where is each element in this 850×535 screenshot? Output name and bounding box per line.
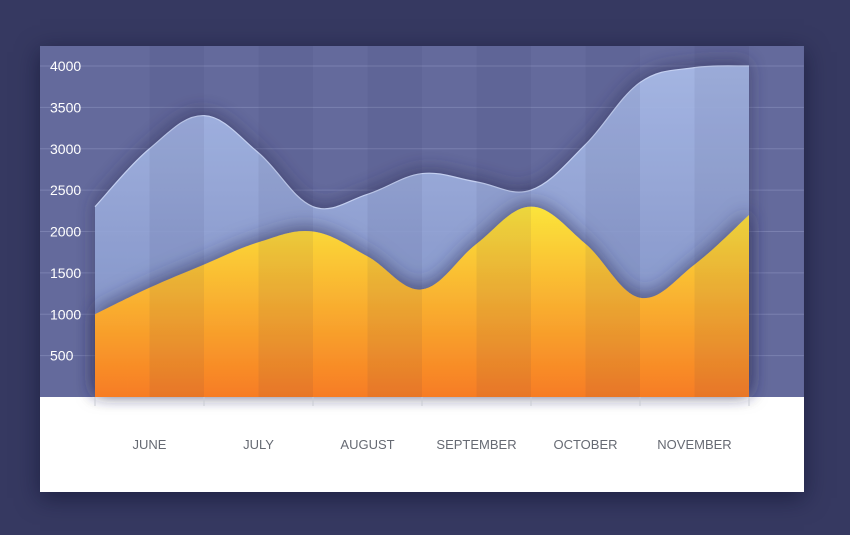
- column-band: [367, 46, 422, 397]
- column-band: [803, 46, 804, 397]
- x-tick-label: AUGUST: [340, 437, 394, 452]
- column-band: [476, 46, 531, 397]
- x-tick-label: OCTOBER: [553, 437, 617, 452]
- column-band: [694, 46, 749, 397]
- y-axis-ticks: 500 1000 1500 2000 2500 3000 3500 4000: [50, 58, 81, 364]
- series-layer: [94, 65, 750, 397]
- x-tick-label: SEPTEMBER: [436, 437, 516, 452]
- x-tick-label: JUNE: [133, 437, 167, 452]
- series-area: [95, 206, 749, 397]
- column-band: [149, 46, 204, 397]
- y-tick-label: 2000: [50, 224, 81, 240]
- series-line: [94, 65, 750, 210]
- y-tick-label: 2500: [50, 182, 81, 198]
- y-tick-label: 3500: [50, 99, 81, 115]
- x-tick-label: JULY: [243, 437, 274, 452]
- x-axis-panel: [40, 397, 804, 492]
- x-axis-ticks: JUNE JULY AUGUST SEPTEMBER OCTOBER NOVEMBER: [94, 397, 750, 452]
- y-tick-label: 3000: [50, 141, 81, 157]
- y-tick-label: 4000: [50, 58, 81, 74]
- x-tick-label: NOVEMBER: [657, 437, 731, 452]
- y-tick-label: 500: [50, 348, 74, 364]
- column-band: [258, 46, 313, 397]
- chart-card: 500 1000 1500 2000 2500 3000 3500 4000 JUNE JULY…: [40, 46, 804, 492]
- column-band: [585, 46, 640, 397]
- y-tick-label: 1000: [50, 306, 81, 322]
- column-bands: [149, 46, 804, 397]
- area-chart: 500 1000 1500 2000 2500 3000 3500 4000 JUNE JULY…: [40, 46, 804, 452]
- y-tick-label: 1500: [50, 265, 81, 281]
